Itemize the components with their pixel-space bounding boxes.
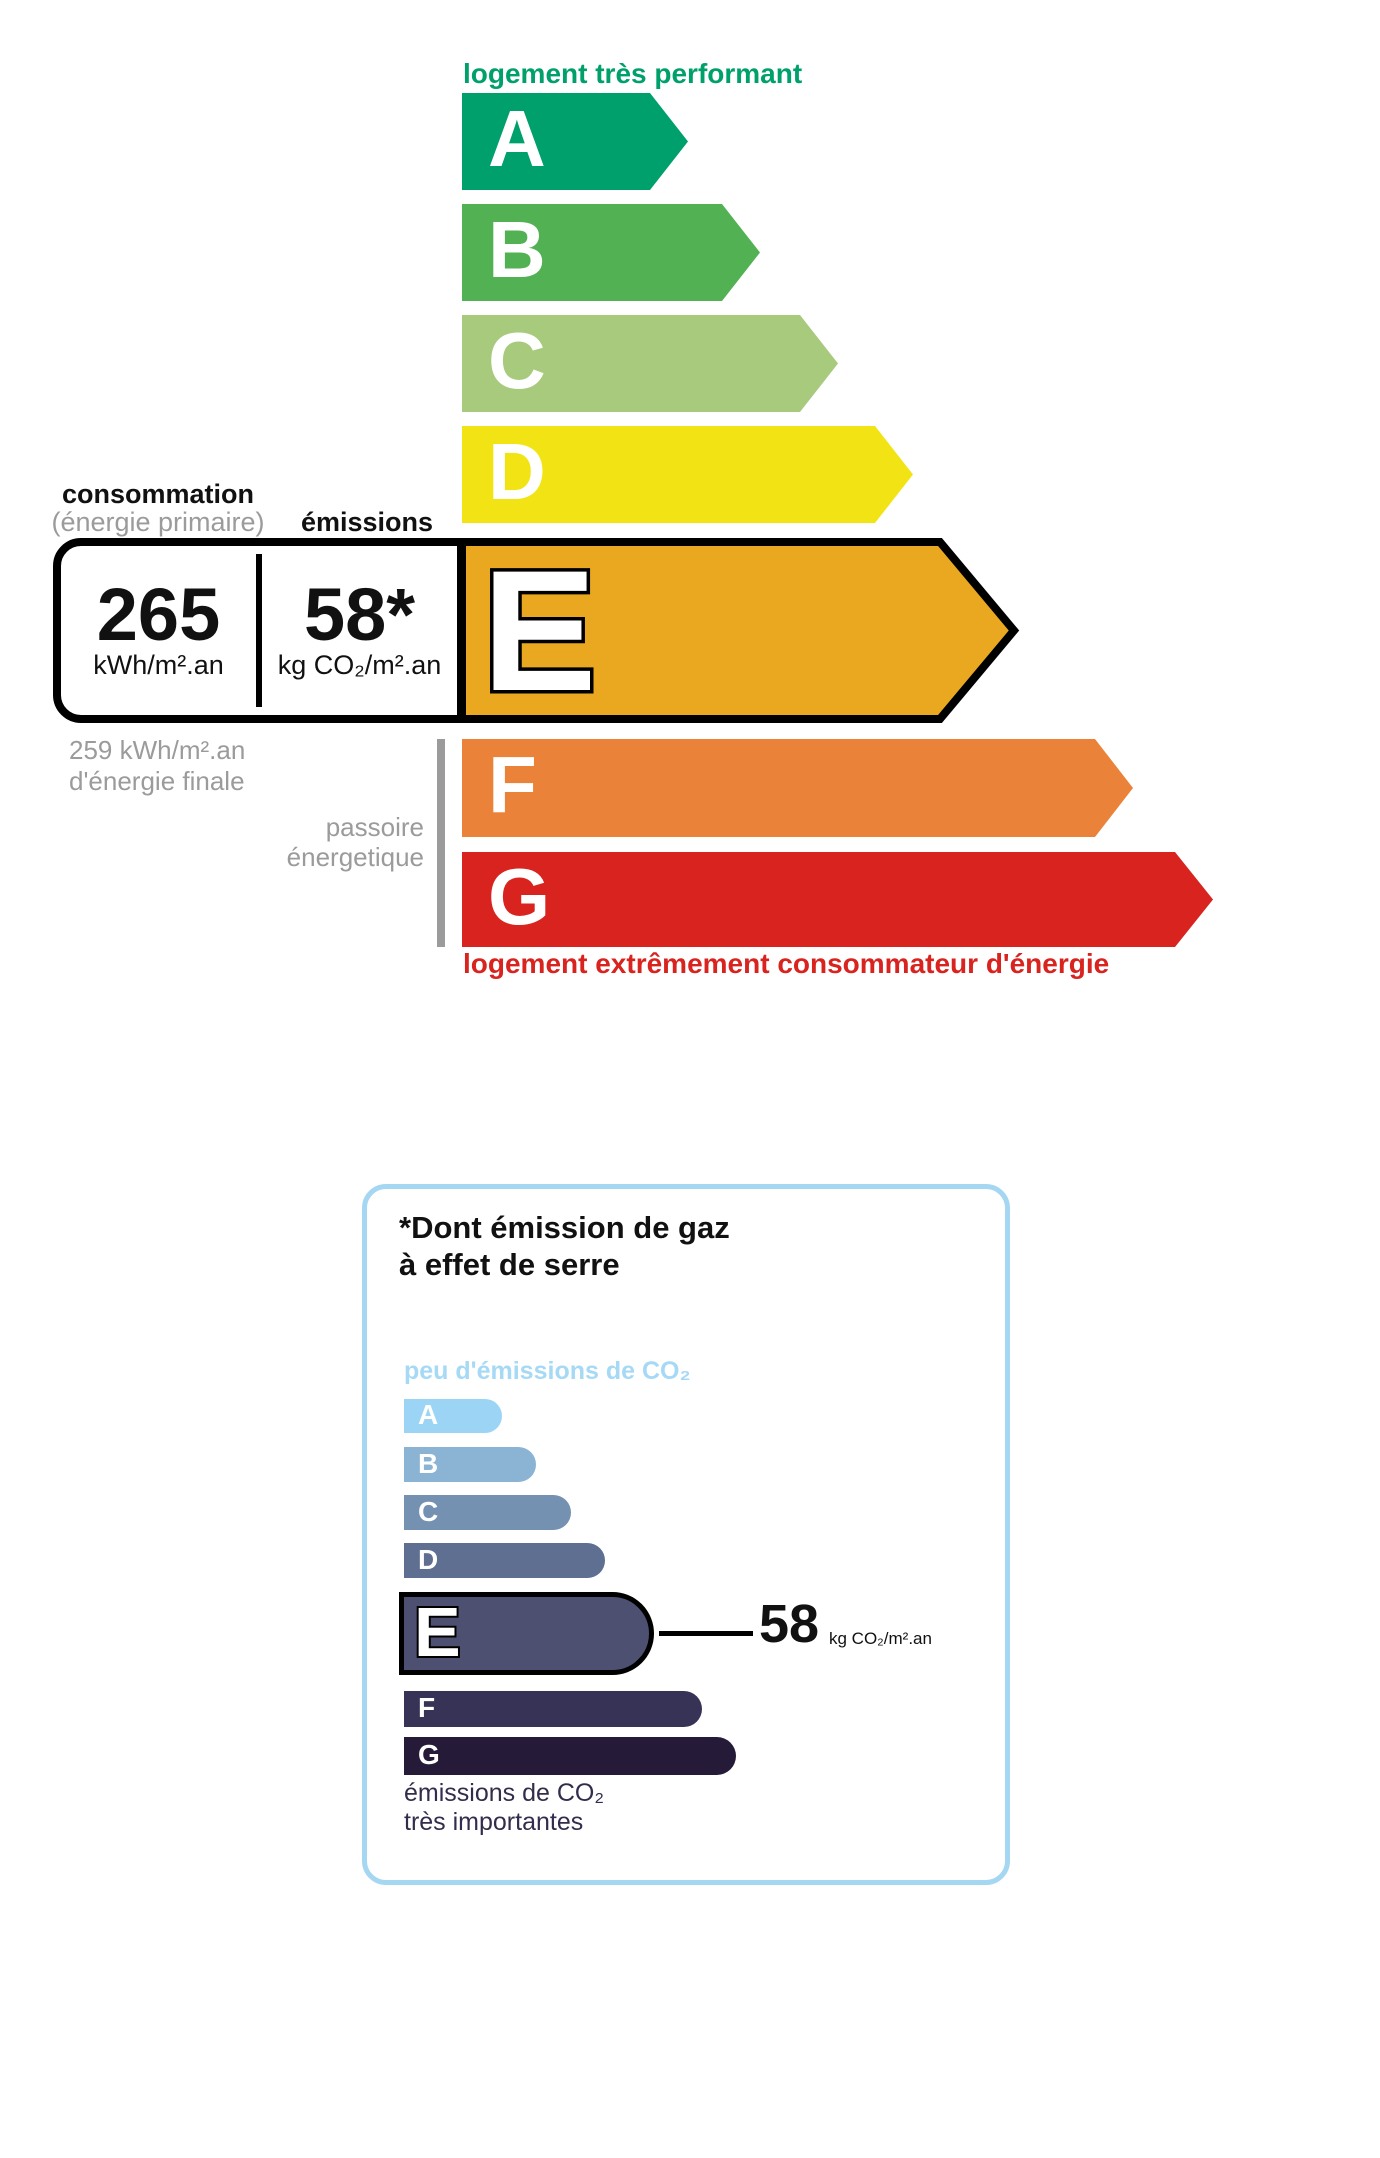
passoire-bracket-bar xyxy=(437,739,445,947)
energy-class-g-arrow: G xyxy=(462,852,1213,947)
value-box-divider xyxy=(256,554,262,707)
energy-class-a-letter: A xyxy=(488,93,546,183)
co2-class-a-bar: A xyxy=(404,1399,502,1433)
energy-class-e-letter: E xyxy=(479,534,601,727)
energy-class-f-arrow: F xyxy=(462,739,1133,837)
co2-class-g-bar: G xyxy=(404,1737,736,1775)
passoire-energetique-label: passoire énergetique xyxy=(180,812,424,872)
co2-value: 58 xyxy=(759,1594,820,1654)
energy-class-e-current-arrow: E xyxy=(458,538,1024,723)
emissions-cell: 58* kg CO₂/m².an xyxy=(262,546,457,715)
co2-class-c-letter: C xyxy=(418,1495,439,1527)
energy-class-c-arrow: C xyxy=(462,315,838,412)
co2-class-d-letter: D xyxy=(418,1543,439,1575)
energy-class-g-letter: G xyxy=(488,851,551,941)
energy-class-b-arrow: B xyxy=(462,204,760,301)
energy-class-d-arrow: D xyxy=(462,426,913,523)
co2-class-g-letter: G xyxy=(418,1739,440,1770)
energy-scale-top-caption: logement très performant xyxy=(463,58,803,89)
primary-energy-sublabel: (énergie primaire) xyxy=(51,507,265,537)
consumption-cell: 265 kWh/m².an xyxy=(61,546,256,715)
energy-class-d-letter: D xyxy=(488,426,546,516)
consumption-unit: kWh/m².an xyxy=(93,650,224,681)
co2-value-callout-line xyxy=(659,1631,753,1636)
co2-title-line2: à effet de serre xyxy=(399,1247,620,1282)
co2-value-unit: kg CO₂/m².an xyxy=(829,1629,932,1648)
energy-scale-bottom-caption: logement extrêmement consommateur d'éner… xyxy=(463,948,1110,979)
passoire-line1: passoire xyxy=(325,812,424,842)
consumption-label: consommation xyxy=(61,479,255,509)
energy-class-b-letter: B xyxy=(488,204,546,294)
final-energy-note: 259 kWh/m².an d'énergie finale xyxy=(69,735,245,797)
co2-class-b-letter: B xyxy=(418,1447,439,1479)
co2-class-e-current-bar: E xyxy=(399,1592,654,1675)
co2-bottom-line2: très importantes xyxy=(404,1808,584,1836)
co2-class-f-letter: F xyxy=(418,1692,436,1723)
emissions-label: émissions xyxy=(300,507,434,537)
co2-title-line1: *Dont émission de gaz xyxy=(399,1210,730,1245)
passoire-line2: énergetique xyxy=(286,842,424,872)
co2-bottom-line1: émissions de CO₂ xyxy=(404,1779,605,1807)
co2-class-a-letter: A xyxy=(418,1399,439,1430)
co2-emissions-panel: *Dont émission de gaz à effet de serre p… xyxy=(362,1184,1010,1885)
co2-class-d-bar: D xyxy=(404,1543,605,1578)
final-energy-line1: 259 kWh/m².an xyxy=(69,735,246,765)
emissions-value: 58* xyxy=(303,572,416,656)
energy-class-c-letter: C xyxy=(488,315,546,405)
consumption-value: 265 xyxy=(96,572,221,656)
co2-bottom-caption: émissions de CO₂ très importantes xyxy=(404,1779,604,1837)
co2-panel-title: *Dont émission de gaz à effet de serre xyxy=(399,1209,730,1283)
readout-value-box: 265 kWh/m².an 58* kg CO₂/m².an xyxy=(53,538,465,723)
final-energy-line2: d'énergie finale xyxy=(69,766,245,796)
energy-class-f-letter: F xyxy=(488,740,537,829)
co2-top-caption: peu d'émissions de CO₂ xyxy=(404,1357,691,1385)
co2-class-b-bar: B xyxy=(404,1447,536,1482)
co2-class-f-bar: F xyxy=(404,1691,702,1727)
co2-class-e-letter: E xyxy=(412,1592,463,1671)
co2-class-c-bar: C xyxy=(404,1495,571,1530)
emissions-unit: kg CO₂/m².an xyxy=(277,650,442,681)
energy-class-a-arrow: A xyxy=(462,93,688,190)
